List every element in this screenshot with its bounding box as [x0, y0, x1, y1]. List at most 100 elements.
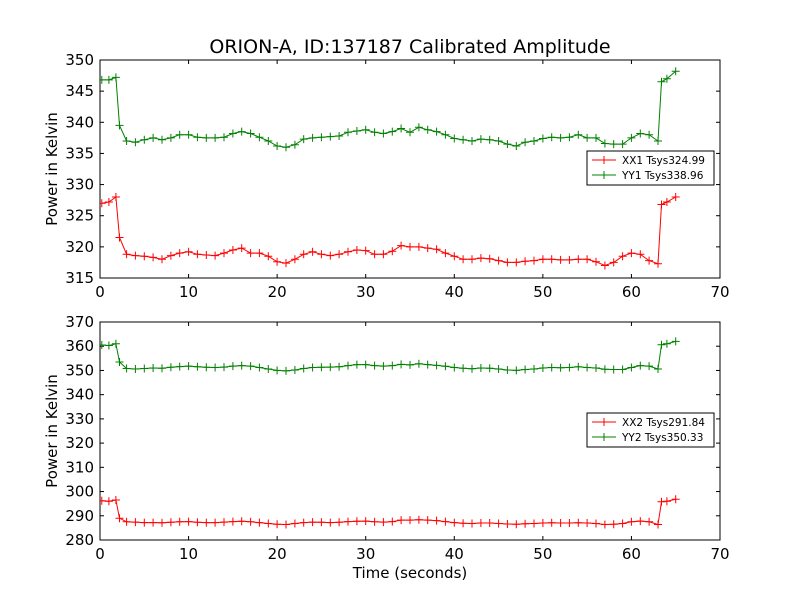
data-point-marker — [166, 251, 175, 260]
data-point-marker — [352, 246, 361, 254]
data-point-marker — [609, 365, 618, 374]
y-tick-label: 350 — [65, 361, 94, 379]
data-point-marker — [175, 362, 184, 371]
data-point-marker — [574, 518, 583, 527]
data-point-marker — [592, 133, 600, 142]
data-point-marker — [618, 519, 627, 528]
data-point-marker — [149, 364, 158, 372]
data-point-marker — [282, 259, 290, 268]
data-point-marker — [131, 138, 140, 147]
data-point-marker — [423, 244, 432, 253]
data-point-marker — [131, 251, 140, 260]
data-point-marker — [485, 254, 494, 263]
data-point-marker — [476, 519, 485, 527]
data-point-marker — [282, 520, 290, 529]
legend-marker — [600, 433, 608, 441]
data-point-marker — [149, 253, 158, 262]
data-point-marker — [441, 130, 450, 139]
data-point-marker — [530, 365, 538, 373]
data-point-marker — [193, 362, 202, 371]
data-point-marker — [618, 252, 627, 261]
top-subplot: 0 10 20 30 40 50 60 70 315 320 325 330 335 340 345 350 P… — [43, 51, 730, 301]
data-point-marker — [547, 518, 556, 527]
data-point-marker — [308, 247, 317, 256]
data-point-marker — [556, 255, 565, 264]
data-point-marker — [671, 337, 680, 346]
data-point-marker — [645, 256, 654, 265]
y-tick-label: 340 — [65, 113, 94, 131]
data-point-marker — [432, 245, 441, 254]
data-point-marker — [166, 363, 175, 372]
data-point-marker — [654, 520, 662, 529]
data-point-marker — [476, 135, 485, 144]
data-point-marker — [282, 366, 290, 375]
data-point-marker — [547, 363, 556, 372]
data-point-marker — [158, 518, 166, 527]
data-point-marker — [512, 520, 521, 529]
data-point-marker — [432, 127, 441, 136]
data-point-marker — [538, 519, 547, 527]
data-point-marker — [432, 516, 441, 525]
data-point-marker — [512, 142, 521, 150]
data-point-marker — [406, 360, 414, 369]
data-point-marker — [175, 130, 184, 139]
data-point-marker — [290, 255, 299, 264]
data-point-marker — [228, 246, 237, 254]
data-point-marker — [111, 193, 120, 201]
data-point-marker — [273, 520, 282, 529]
data-point-marker — [317, 518, 326, 527]
data-point-marker — [140, 252, 149, 261]
data-point-marker — [326, 518, 335, 527]
data-point-marker — [636, 361, 645, 370]
data-point-marker — [592, 364, 600, 372]
data-point-marker — [450, 134, 459, 143]
data-point-marker — [485, 519, 494, 527]
data-point-marker — [459, 519, 468, 528]
x-tick-label: 0 — [95, 545, 105, 563]
data-point-marker — [627, 363, 636, 372]
x-tick-label: 70 — [710, 283, 729, 301]
data-point-marker — [308, 518, 317, 527]
data-point-marker — [255, 133, 264, 142]
data-point-marker — [494, 519, 503, 528]
data-point-marker — [246, 129, 255, 138]
data-point-marker — [264, 137, 273, 145]
legend-marker — [600, 171, 608, 179]
data-point-marker — [104, 341, 113, 350]
series-1 — [100, 193, 680, 270]
data-point-marker — [299, 364, 308, 373]
x-tick-label: 10 — [179, 545, 198, 563]
data-point-marker — [317, 363, 326, 372]
legend-entry: YY1 Tsys338.96 — [621, 170, 704, 182]
data-point-marker — [600, 139, 609, 148]
data-point-marker — [414, 359, 423, 368]
data-point-marker — [326, 251, 335, 260]
data-point-marker — [237, 127, 246, 136]
data-point-marker — [255, 518, 264, 527]
data-point-marker — [556, 519, 565, 527]
data-point-marker — [352, 127, 361, 135]
data-point-marker — [600, 520, 609, 529]
y-tick-label: 350 — [65, 51, 94, 69]
data-point-marker — [592, 519, 600, 528]
legend: XX2 Tsys291.84 YY2 Tsys350.33 — [586, 412, 715, 448]
data-point-marker — [370, 361, 379, 370]
data-point-marker — [184, 247, 193, 256]
data-point-marker — [370, 250, 379, 259]
data-point-marker — [609, 258, 618, 267]
data-point-marker — [583, 133, 592, 142]
data-point-marker — [503, 366, 512, 374]
data-point-marker — [149, 133, 158, 142]
data-point-marker — [100, 341, 106, 349]
y-axis-label: Power in Kelvin — [43, 374, 61, 488]
plot-area — [100, 337, 680, 529]
data-point-marker — [521, 519, 530, 528]
data-point-marker — [485, 364, 494, 373]
data-point-marker — [228, 129, 237, 138]
data-point-marker — [662, 339, 671, 348]
data-point-marker — [149, 518, 158, 527]
data-point-marker — [202, 251, 211, 259]
chart-title: ORION-A, ID:137187 Calibrated Amplitude — [209, 36, 610, 58]
data-point-marker — [111, 339, 120, 348]
data-point-marker — [645, 362, 654, 371]
